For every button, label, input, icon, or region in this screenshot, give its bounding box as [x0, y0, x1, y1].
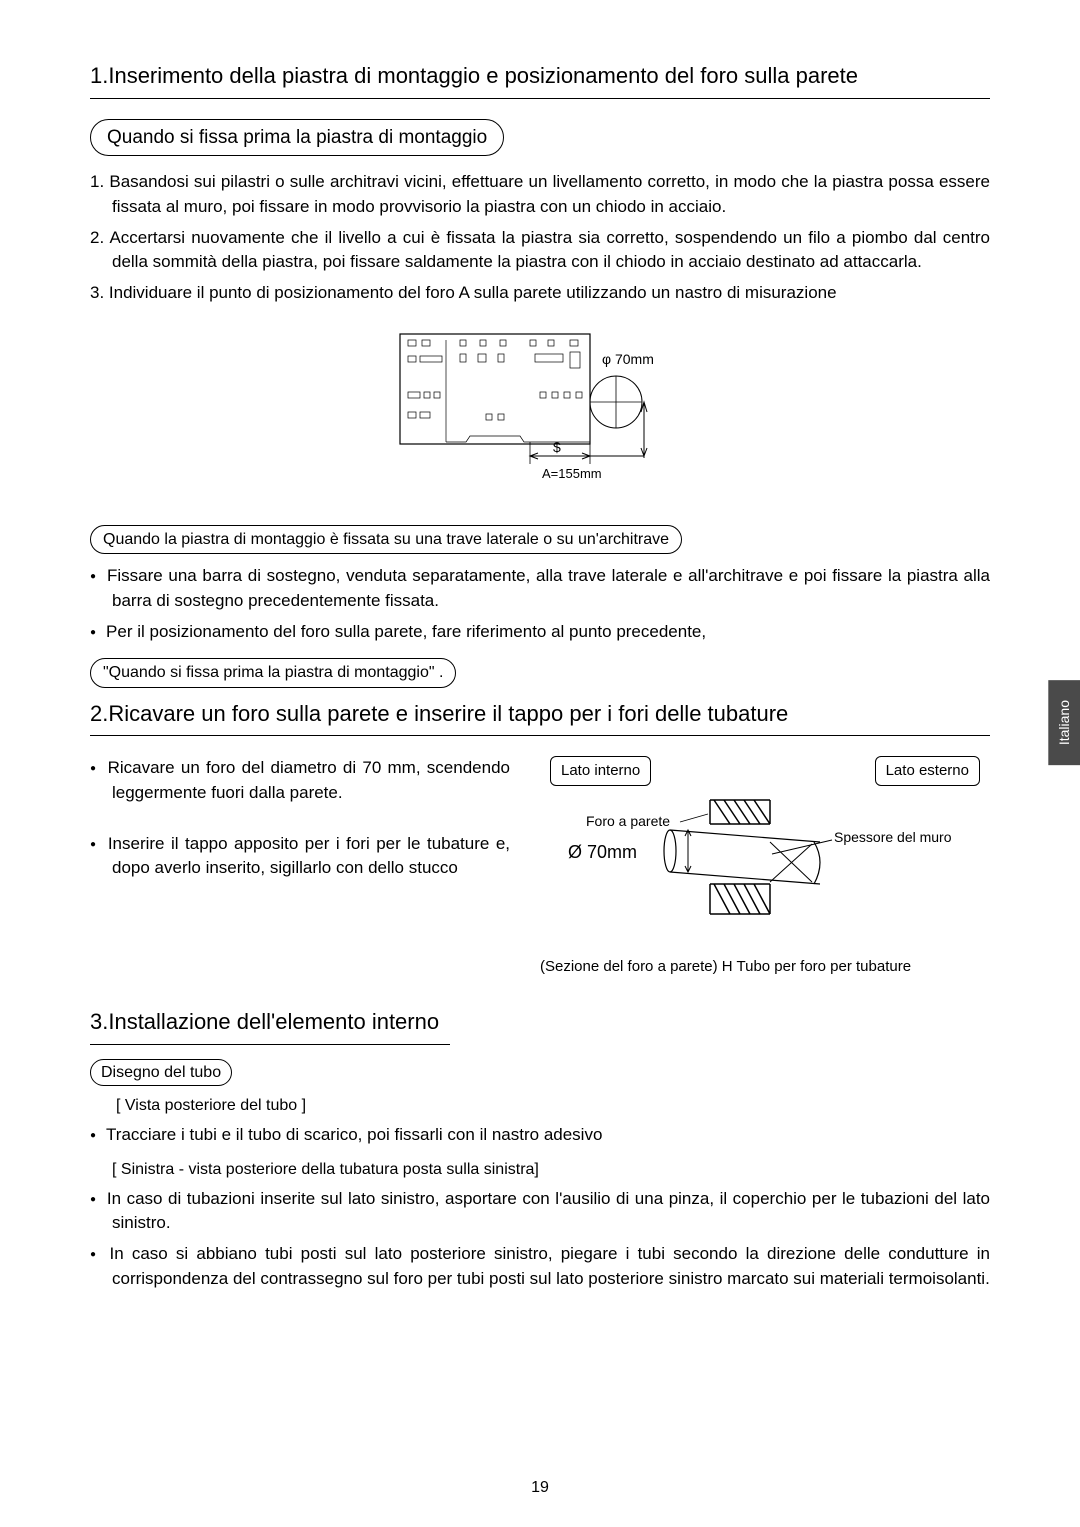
section3-pill: Disegno del tubo	[90, 1059, 232, 1086]
diameter-label: Ø 70mm	[568, 842, 637, 862]
section3-bracket: [ Vista posteriore del tubo ]	[90, 1094, 990, 1117]
divider	[90, 1044, 450, 1045]
list-item: In caso di tubazioni inserite sul lato s…	[90, 1187, 990, 1236]
list-item: 1. Basandosi sui pilastri o sulle archit…	[90, 170, 990, 219]
phi-label: φ 70mm	[602, 351, 654, 367]
divider	[90, 735, 990, 736]
outside-label: Lato esterno	[875, 756, 980, 786]
section1-pill: Quando si fissa prima la piastra di mont…	[90, 119, 504, 157]
inside-label: Lato interno	[550, 756, 651, 786]
section2-left-bullets: Ricavare un foro del diametro di 70 mm, …	[90, 756, 510, 805]
list-item: Fissare una barra di sostegno, venduta s…	[90, 564, 990, 613]
section3-bullets-a: Tracciare i tubi e il tubo di scarico, p…	[90, 1123, 990, 1148]
section3-bullets-b: In caso di tubazioni inserite sul lato s…	[90, 1187, 990, 1292]
a-label: A=155mm	[542, 466, 602, 481]
section3-sub-bracket: [ Sinistra - vista posteriore della tuba…	[90, 1158, 990, 1181]
section1-pill3: "Quando si fissa prima la piastra di mon…	[90, 658, 456, 687]
list-item: In caso si abbiano tubi posti sul lato p…	[90, 1242, 990, 1291]
section2-left-bullets2: Inserire il tappo apposito per i fori pe…	[90, 832, 510, 881]
list-item: 3. Individuare il punto di posizionament…	[90, 281, 990, 306]
list-item: Tracciare i tubi e il tubo di scarico, p…	[90, 1123, 990, 1148]
wall-hole-label: Foro a parete	[586, 813, 670, 829]
section2-title: 2.Ricavare un foro sulla parete e inseri…	[90, 698, 990, 730]
wall-hole-caption: (Sezione del foro a parete) H Tubo per f…	[540, 956, 990, 978]
page-number: 19	[0, 1476, 1080, 1499]
language-tab: Italiano	[1048, 680, 1080, 765]
list-item: Inserire il tappo apposito per i fori pe…	[90, 832, 510, 881]
mounting-plate-diagram: φ 70mm $ A=155mm	[90, 324, 990, 502]
wall-hole-diagram: Lato interno Lato esterno	[540, 756, 990, 977]
wall-thickness-label: Spessore del muro	[834, 829, 952, 845]
section1-pill2: Quando la piastra di montaggio è fissata…	[90, 525, 682, 554]
section1-title: 1.Inserimento della piastra di montaggio…	[90, 60, 990, 92]
list-item: 2. Accertarsi nuovamente che il livello …	[90, 226, 990, 275]
list-item: Per il posizionamento del foro sulla par…	[90, 620, 990, 645]
dollar-label: $	[553, 439, 561, 455]
divider	[90, 98, 990, 99]
list-item: Ricavare un foro del diametro di 70 mm, …	[90, 756, 510, 805]
section1-bullets: Fissare una barra di sostegno, venduta s…	[90, 564, 990, 644]
section1-list: 1. Basandosi sui pilastri o sulle archit…	[90, 170, 990, 305]
section3-title: 3.Installazione dell'elemento interno	[90, 1006, 990, 1038]
